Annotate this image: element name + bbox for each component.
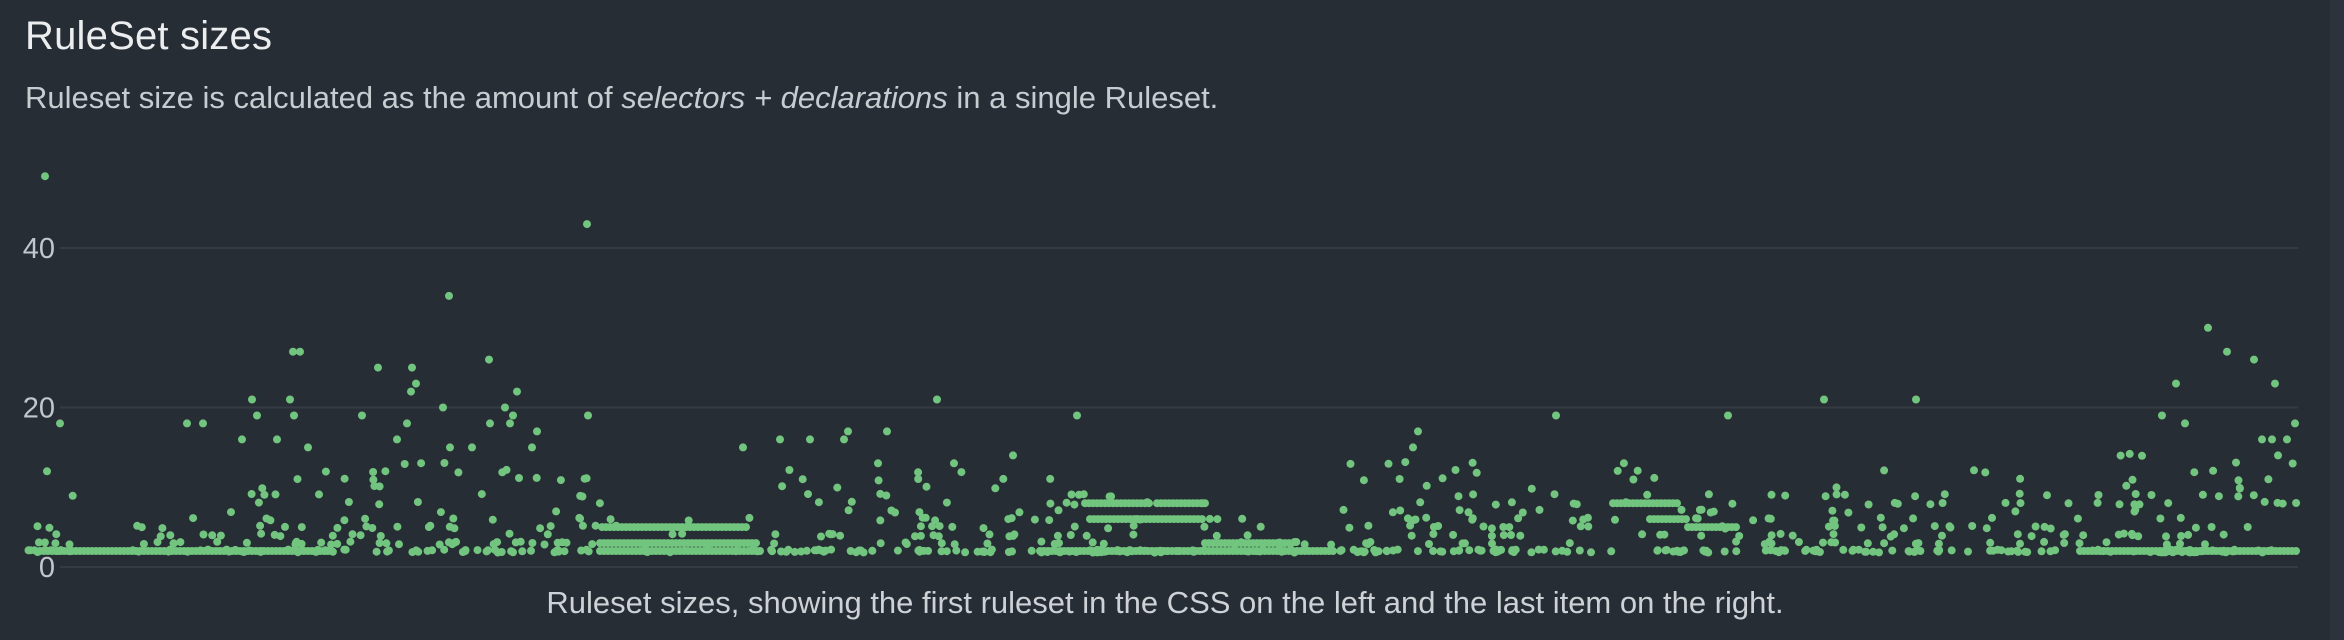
y-tick-label: 40 [23, 233, 55, 265]
y-tick-label: 20 [23, 393, 55, 425]
page-background-strip [2330, 0, 2344, 640]
subtitle-italic-text: selectors + declarations [621, 80, 948, 115]
page-title: RuleSet sizes [25, 14, 273, 58]
y-axis-tick-labels: 0 20 40 [23, 233, 55, 584]
chart-subtitle: Ruleset size is calculated as the amount… [25, 80, 1218, 116]
y-tick-label: 0 [39, 552, 55, 584]
scatter-points [24, 172, 2301, 557]
gridlines [60, 247, 2298, 568]
chart-caption: Ruleset sizes, showing the first ruleset… [546, 585, 1784, 620]
subtitle-text-end: in a single Ruleset. [947, 80, 1219, 115]
subtitle-text: Ruleset size is calculated as the amount… [25, 80, 622, 115]
